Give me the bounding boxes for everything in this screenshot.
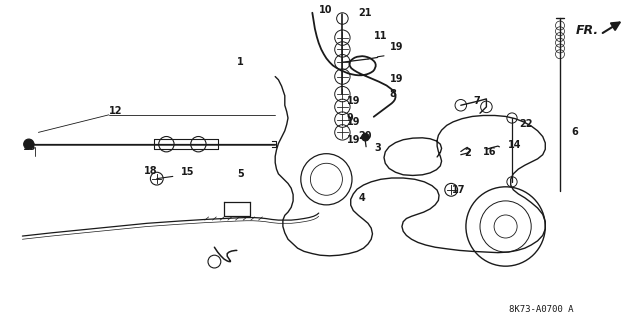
Text: 1: 1 xyxy=(237,57,244,67)
Text: 4: 4 xyxy=(358,193,365,203)
Text: 7: 7 xyxy=(474,96,481,107)
Text: 10: 10 xyxy=(319,4,332,15)
Text: 8: 8 xyxy=(389,89,396,99)
Text: 12: 12 xyxy=(109,106,122,116)
Text: 9: 9 xyxy=(347,113,354,123)
Text: 6: 6 xyxy=(571,127,578,137)
Text: FR.: FR. xyxy=(575,24,598,37)
Text: 22: 22 xyxy=(520,119,533,130)
Text: 2: 2 xyxy=(464,148,471,158)
Circle shape xyxy=(24,139,34,149)
Text: 19: 19 xyxy=(390,42,404,52)
Text: 11: 11 xyxy=(374,31,388,41)
Text: 19: 19 xyxy=(347,135,360,145)
Text: 21: 21 xyxy=(358,8,372,18)
Text: 5: 5 xyxy=(237,169,244,179)
Text: 20: 20 xyxy=(358,130,372,141)
Text: 16: 16 xyxy=(483,147,497,158)
Text: 17: 17 xyxy=(452,185,465,195)
Text: 13: 13 xyxy=(23,142,36,152)
Text: 3: 3 xyxy=(374,143,381,153)
Text: 19: 19 xyxy=(347,96,360,107)
Text: 8K73-A0700 A: 8K73-A0700 A xyxy=(509,305,573,314)
Text: 15: 15 xyxy=(180,167,194,177)
Text: 19: 19 xyxy=(347,117,360,127)
Text: 14: 14 xyxy=(508,140,521,150)
Circle shape xyxy=(362,133,369,141)
Text: 18: 18 xyxy=(144,166,157,176)
Text: 19: 19 xyxy=(390,74,404,84)
